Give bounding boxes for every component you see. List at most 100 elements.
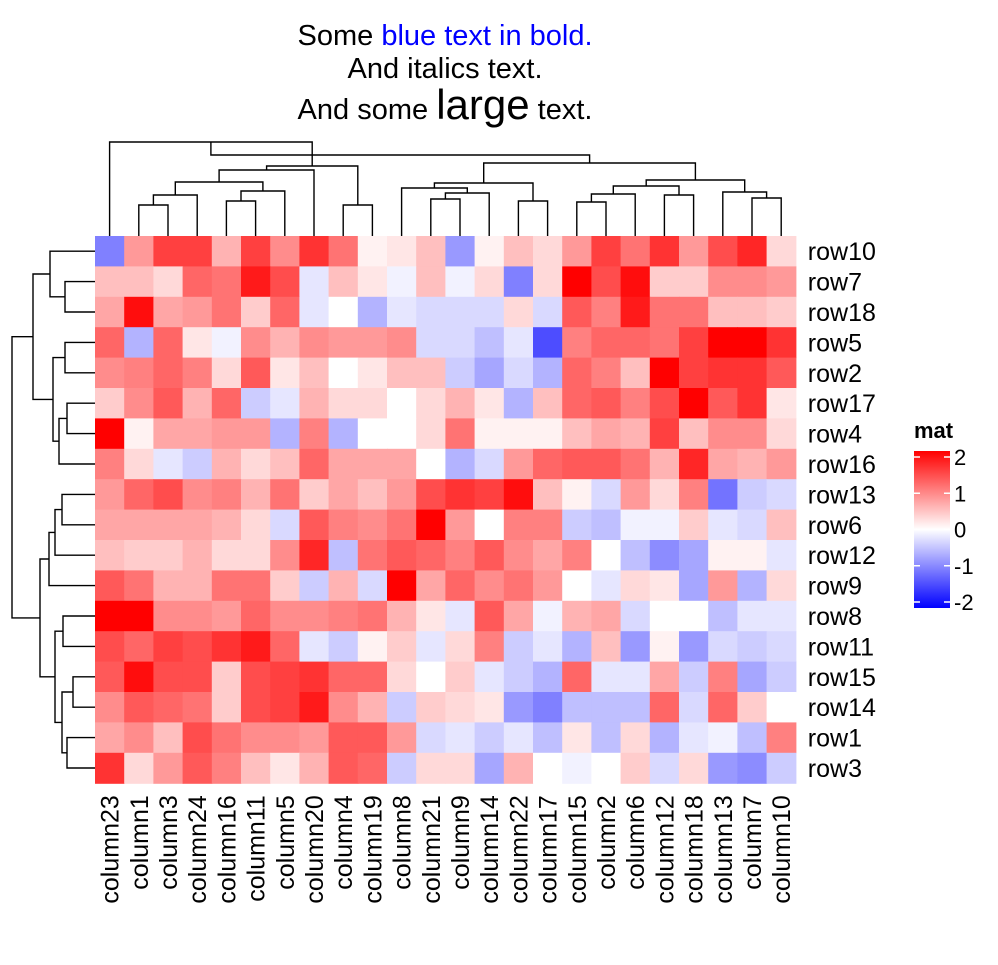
heatmap-cell: [503, 570, 534, 602]
heatmap-cell: [153, 752, 184, 784]
heatmap-cell: [182, 418, 213, 450]
heatmap-cell: [95, 570, 125, 602]
heatmap-cell: [474, 570, 505, 602]
legend-tick-label: 0: [954, 518, 966, 543]
heatmap-cell: [708, 296, 738, 328]
heatmap-cell: [241, 418, 271, 450]
heatmap-cell: [562, 540, 592, 571]
heatmap-cell: [503, 418, 534, 450]
heatmap-cell: [299, 570, 330, 602]
heatmap-cell: [737, 752, 768, 784]
heatmap-cell: [708, 600, 738, 632]
heatmap-cell: [328, 296, 359, 328]
row-dendrogram-branch: [66, 736, 95, 769]
heatmap-cell: [270, 388, 300, 419]
heatmap-cell: [737, 296, 768, 328]
column-label: column20: [301, 795, 329, 903]
heatmap-cell: [182, 479, 213, 511]
row-dendrogram-branch: [39, 558, 55, 678]
heatmap-cell: [299, 479, 330, 511]
heatmap-cell: [591, 570, 622, 602]
heatmap-cell: [211, 327, 242, 359]
heatmap-cell: [445, 236, 476, 267]
row-dendrogram-branch: [48, 531, 95, 587]
column-dendrogram-branch: [590, 193, 636, 236]
heatmap-cell: [387, 600, 417, 632]
heatmap-cell: [182, 752, 213, 784]
heatmap-cell: [708, 631, 738, 663]
row-label: row18: [808, 299, 876, 327]
heatmap-cell: [766, 692, 797, 723]
heatmap-cell: [620, 266, 651, 298]
column-label: column8: [389, 795, 417, 890]
heatmap-cell: [708, 479, 738, 511]
heatmap-cell: [95, 722, 125, 754]
column-dendrogram-branch: [174, 181, 264, 195]
title-segment: large: [436, 81, 529, 128]
heatmap-cell: [416, 661, 446, 693]
heatmap-cell: [299, 661, 330, 693]
heatmap-cell: [620, 509, 651, 541]
heatmap-cell: [649, 509, 680, 541]
heatmap-cell: [387, 661, 417, 693]
heatmap-cell: [620, 631, 651, 663]
heatmap-cell: [649, 266, 680, 298]
heatmap-cell: [182, 509, 213, 541]
row-dendrogram-branch: [54, 508, 95, 556]
heatmap-cell: [503, 540, 534, 571]
heatmap-cell: [708, 692, 738, 723]
row-label: row9: [808, 573, 862, 601]
legend-tick-label: -1: [954, 554, 974, 579]
column-label: column3: [155, 795, 183, 890]
row-dendrogram-branch: [64, 341, 95, 374]
heatmap-cell: [124, 692, 154, 723]
heatmap-cell: [620, 692, 651, 723]
heatmap-cell: [241, 296, 271, 328]
heatmap-cell: [533, 570, 563, 602]
heatmap-cell: [562, 388, 592, 419]
heatmap-cell: [445, 327, 476, 359]
heatmap-cell: [416, 752, 446, 784]
heatmap-cell: [153, 418, 184, 450]
heatmap-cell: [533, 357, 563, 389]
heatmap-cell: [357, 296, 388, 328]
heatmap-cell: [153, 722, 184, 754]
heatmap-cell: [679, 692, 709, 723]
heatmap-cell: [737, 600, 768, 632]
heatmap-cell: [679, 266, 709, 298]
heatmap-cell: [328, 752, 359, 784]
heatmap-cell: [387, 752, 417, 784]
heatmap-cell: [533, 722, 563, 754]
heatmap-cell: [95, 661, 125, 693]
heatmap-cell: [766, 388, 797, 419]
heatmap-cell: [328, 418, 359, 450]
heatmap-cell: [270, 479, 300, 511]
heatmap-cell: [124, 327, 154, 359]
heatmap-cell: [533, 236, 563, 267]
heatmap-cell: [153, 600, 184, 632]
heatmap-cell: [299, 266, 330, 298]
heatmap-cell: [591, 266, 622, 298]
heatmap-cell: [416, 357, 446, 389]
column-label: column1: [126, 795, 154, 890]
heatmap-cell: [299, 418, 330, 450]
heatmap-cell: [357, 448, 388, 480]
heatmap-cell: [766, 357, 797, 389]
heatmap-cell: [445, 661, 476, 693]
heatmap-cell: [95, 631, 125, 663]
heatmap-cell: [474, 631, 505, 663]
heatmap-cell: [445, 296, 476, 328]
heatmap-cell: [533, 661, 563, 693]
heatmap-cell: [95, 752, 125, 784]
heatmap-cell: [182, 296, 213, 328]
heatmap-cell: [416, 388, 446, 419]
heatmap-cell: [474, 509, 505, 541]
heatmap-cell: [241, 722, 271, 754]
heatmap-cell: [737, 448, 768, 480]
heatmap-cell: [766, 236, 797, 267]
heatmap-cell: [95, 357, 125, 389]
column-label: column6: [622, 795, 650, 890]
heatmap-cell: [708, 266, 738, 298]
heatmap-cell: [124, 418, 154, 450]
row-label: row14: [808, 694, 876, 722]
